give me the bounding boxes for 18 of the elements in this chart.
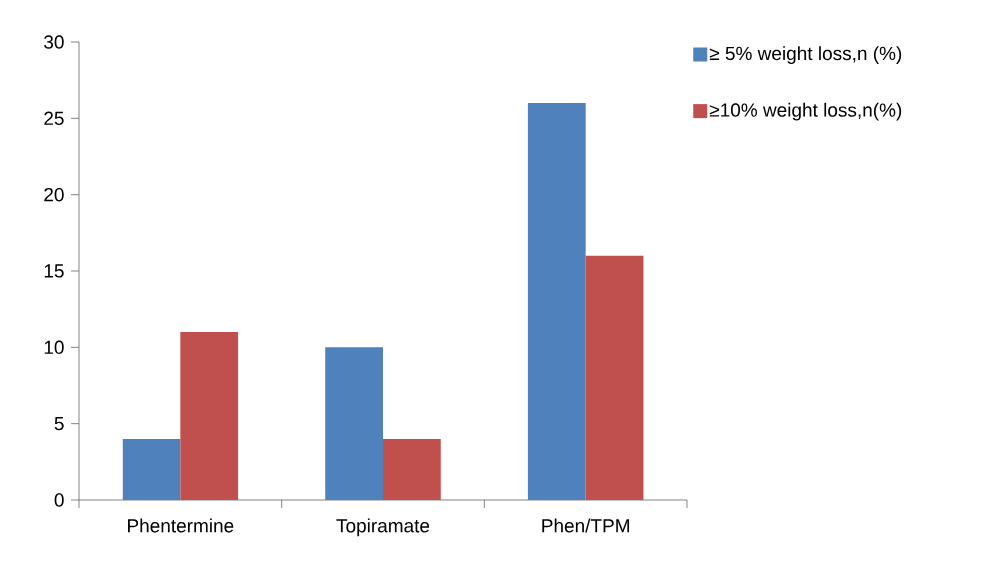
y-tick-label: 25 xyxy=(44,111,64,126)
y-tick-label: 15 xyxy=(44,264,64,278)
bar xyxy=(585,255,644,500)
legend-label: ≥ 5% weight loss,n (%) xyxy=(709,46,902,64)
bar xyxy=(527,103,586,500)
y-tick-label: 5 xyxy=(54,417,64,431)
x-tick-label: Phentermine xyxy=(128,518,234,533)
legend-label: ≥10% weight loss,n(%) xyxy=(709,102,902,121)
bar xyxy=(122,438,181,500)
x-tick-label: Phen/TPM xyxy=(542,518,629,533)
bar xyxy=(383,438,441,500)
y-tick-label: 20 xyxy=(44,187,64,202)
x-tick-label: Topiramate xyxy=(336,518,430,537)
bar xyxy=(180,332,239,500)
y-tick-label: 0 xyxy=(54,493,64,507)
y-tick-label: 10 xyxy=(44,340,64,355)
bar xyxy=(325,347,384,500)
y-tick-label: 30 xyxy=(44,35,64,49)
